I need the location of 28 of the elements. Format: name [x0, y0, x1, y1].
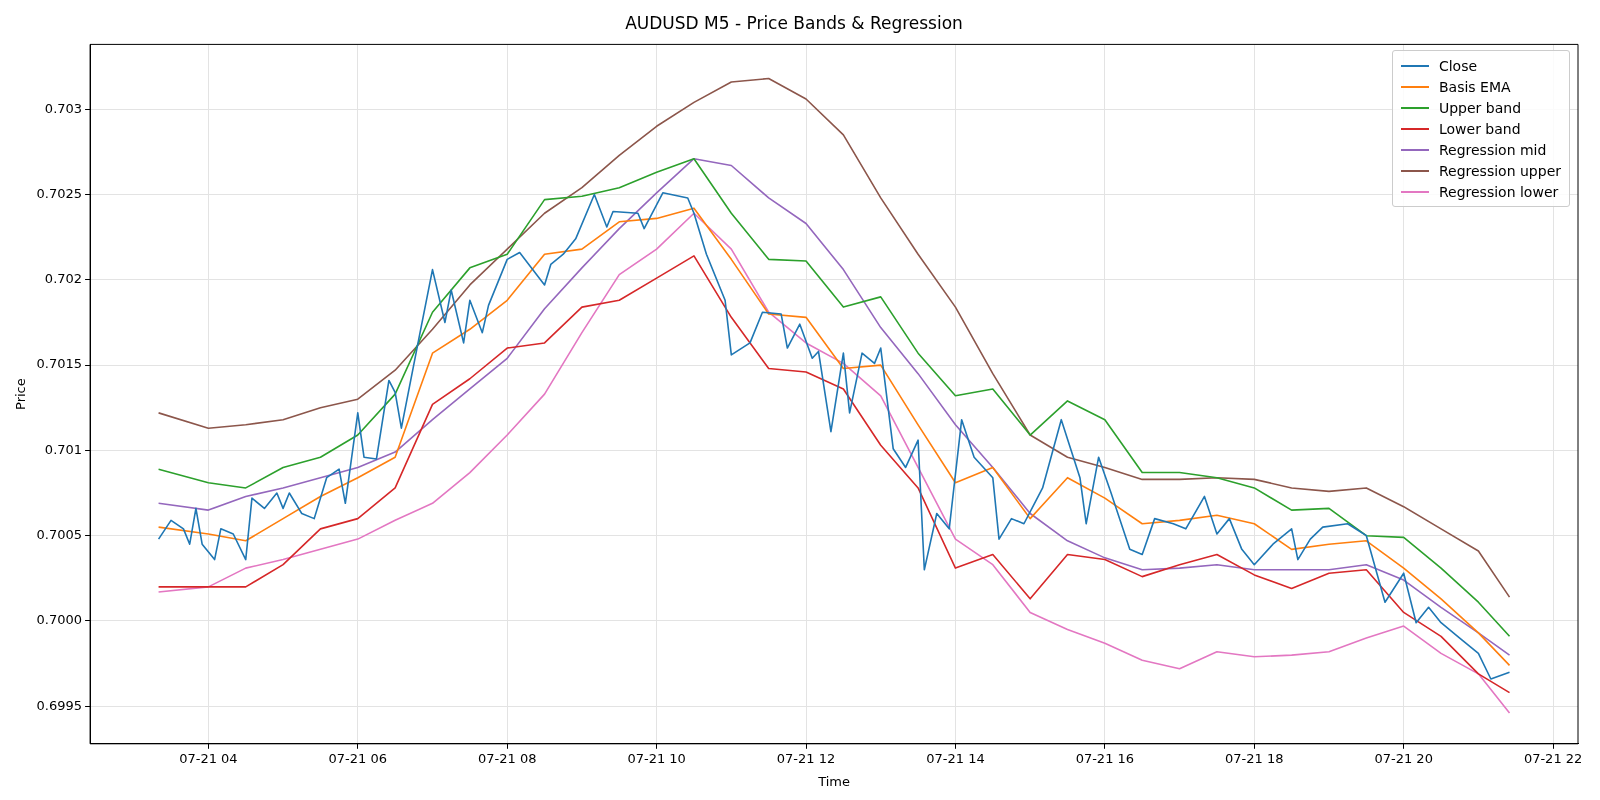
chart-title: AUDUSD M5 - Price Bands & Regression — [625, 12, 963, 33]
legend-label: Regression lower — [1438, 183, 1559, 200]
x-tick-label: 07-21 18 — [1225, 750, 1284, 766]
x-tick-label: 07-21 20 — [1374, 750, 1433, 766]
y-tick-label: 0.703 — [44, 100, 83, 116]
x-tick-label: 07-21 04 — [179, 750, 238, 766]
y-tick-label: 0.7005 — [36, 527, 83, 543]
y-tick-label: 0.6995 — [36, 697, 83, 713]
x-tick-label: 07-21 12 — [776, 750, 836, 766]
x-tick-label: 07-21 16 — [1075, 750, 1135, 766]
x-tick-label: 07-21 10 — [627, 750, 686, 766]
legend-label: Basis EMA — [1438, 78, 1511, 95]
y-tick-label: 0.702 — [44, 271, 83, 287]
y-tick-label: 0.7025 — [36, 185, 83, 201]
x-tick-label: 07-21 22 — [1523, 750, 1583, 766]
y-axis-title: Price — [13, 378, 29, 410]
x-axis-title: Time — [817, 773, 850, 789]
legend-label: Lower band — [1438, 120, 1521, 137]
y-tick-label: 0.701 — [44, 441, 83, 457]
x-tick-label: 07-21 06 — [328, 750, 388, 766]
y-tick-label: 0.7015 — [36, 356, 83, 372]
legend-label: Regression mid — [1438, 141, 1547, 158]
legend-label: Upper band — [1438, 99, 1522, 116]
x-tick-label: 07-21 14 — [926, 750, 985, 766]
legend-label: Close — [1438, 57, 1478, 74]
y-tick-label: 0.7000 — [36, 612, 83, 628]
x-tick-label: 07-21 08 — [477, 750, 537, 766]
legend-label: Regression upper — [1438, 162, 1561, 179]
